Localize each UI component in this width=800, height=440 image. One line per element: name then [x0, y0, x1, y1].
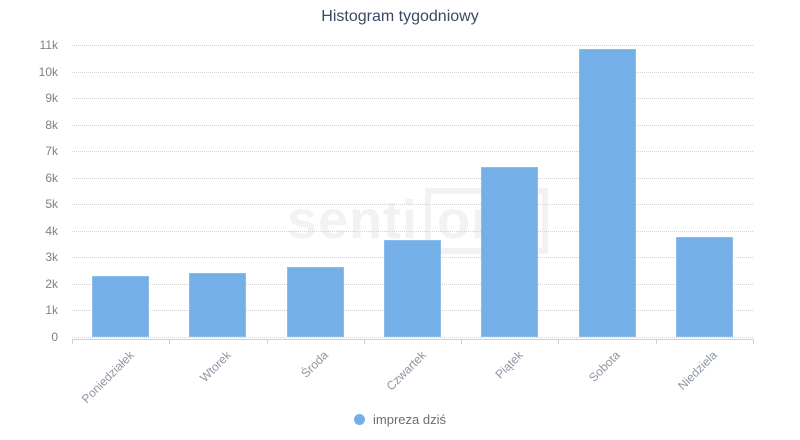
- x-axis-label: Czwartek: [383, 348, 429, 394]
- bar-Piątek[interactable]: [481, 167, 539, 337]
- y-axis-label: 4k: [45, 223, 58, 238]
- x-axis-label: Niedziela: [675, 348, 721, 393]
- x-axis-tick: [558, 339, 560, 344]
- grid-line-0: [72, 337, 753, 338]
- grid-line-5k: [72, 204, 753, 206]
- grid-line-11k: [72, 45, 753, 46]
- x-axis-label: Środa: [298, 348, 332, 381]
- legend-series-label: impreza dziś: [373, 411, 446, 427]
- bar-Poniedziałek[interactable]: [92, 275, 150, 337]
- y-axis-label: 11k: [39, 38, 58, 52]
- grid-line-8k: [72, 124, 753, 126]
- bar-Sobota[interactable]: [578, 48, 636, 337]
- legend-series-dot-icon: [354, 413, 366, 425]
- x-axis-tick: [753, 339, 754, 344]
- y-axis-label: 9k: [45, 91, 58, 106]
- x-axis-tick: [169, 339, 171, 344]
- bar-Wtorek[interactable]: [189, 273, 247, 337]
- x-axis-label: Poniedziałek: [78, 348, 137, 407]
- bar-Środa[interactable]: [286, 266, 344, 337]
- y-axis-label: 0: [51, 330, 58, 344]
- grid-line-9k: [72, 98, 753, 100]
- grid-line-7k: [72, 151, 753, 153]
- bar-Czwartek[interactable]: [384, 240, 441, 337]
- grid-line-10k: [72, 71, 753, 73]
- y-axis-label: 10k: [38, 64, 58, 79]
- y-axis-label: 3k: [45, 250, 58, 265]
- x-axis-label: Sobota: [586, 348, 623, 385]
- y-axis-label: 7k: [45, 144, 58, 159]
- x-axis-tick: [72, 339, 73, 344]
- x-axis-tick: [461, 339, 463, 344]
- y-axis-label: 5k: [45, 197, 58, 212]
- grid-line-4k: [72, 230, 753, 232]
- y-axis-label: 6k: [45, 170, 58, 185]
- watermark-text-senti: senti: [287, 190, 419, 250]
- x-axis-label: Wtorek: [197, 348, 234, 385]
- x-axis-line: [72, 339, 753, 340]
- x-axis-tick: [266, 339, 268, 344]
- x-axis-tick: [363, 339, 365, 344]
- legend[interactable]: impreza dziś: [0, 409, 800, 429]
- x-axis-label: Piątek: [492, 348, 526, 382]
- bar-Niedziela[interactable]: [675, 237, 733, 337]
- x-axis-tick: [655, 339, 657, 344]
- chart-title: Histogram tygodniowy: [321, 8, 479, 25]
- grid-line-6k: [72, 177, 753, 179]
- y-axis-label: 2k: [45, 276, 58, 291]
- y-axis-label: 8k: [45, 117, 58, 132]
- y-axis-label: 1k: [45, 303, 58, 318]
